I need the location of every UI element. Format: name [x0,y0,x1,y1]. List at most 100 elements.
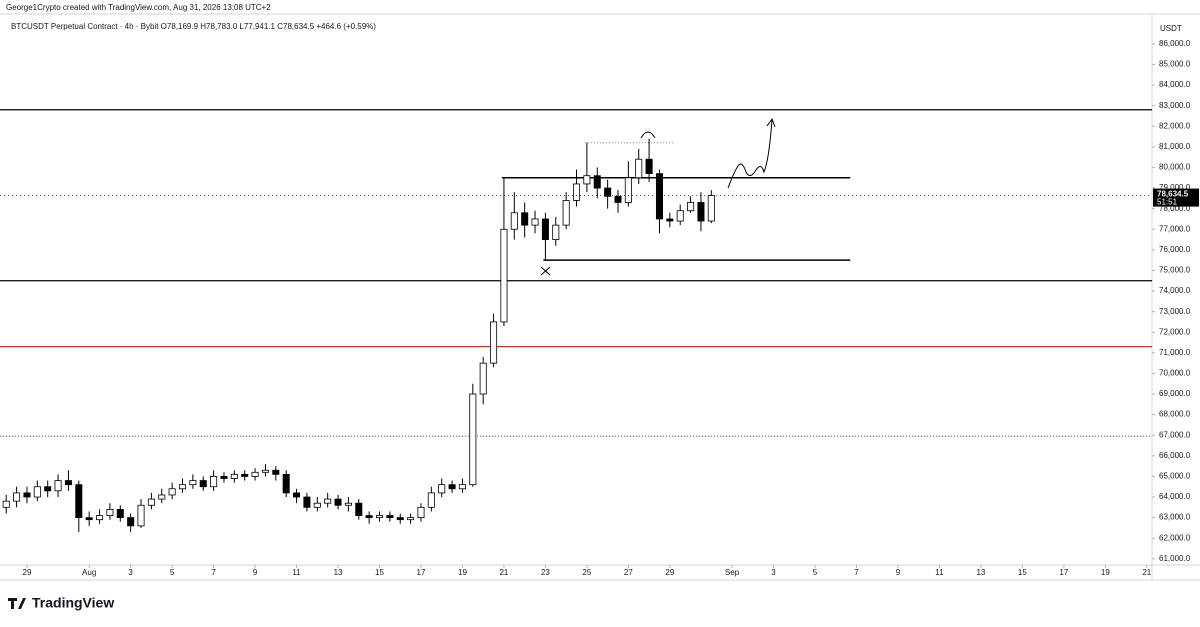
x-tick-label: 3 [128,568,133,577]
candle-body [127,517,135,527]
candle-body [645,158,653,175]
candle-body [573,183,581,201]
candle-body [448,484,456,490]
y-tick-label: 75,000.0 [1159,266,1191,275]
x-tick-label: 7 [854,568,859,577]
candle-body [210,476,218,488]
candle-body [635,158,643,179]
y-tick-label: 74,000.0 [1159,286,1191,295]
header: George1Crypto created with TradingView.c… [6,3,271,12]
candle-body [303,496,311,508]
x-mark [540,266,551,276]
candle-body [407,517,415,521]
candle-body [479,362,487,395]
candle-body [510,212,518,230]
candle-body [375,515,384,519]
x-tick-label: Aug [82,568,96,577]
logo [8,598,26,609]
candle-body [583,175,591,185]
candle-body [552,224,560,240]
y-tick-label: 69,000.0 [1159,389,1191,398]
candle-body [23,492,31,498]
x-tick-label: 3 [771,568,776,577]
x-tick-label: 25 [582,568,591,577]
x-tick-label: 29 [665,568,674,577]
candle-body [334,498,342,506]
candle-body [500,228,508,323]
y-tick-label: 82,000.0 [1159,121,1191,130]
candle-body [593,175,601,189]
candle-body [386,515,394,519]
candle-body [614,195,622,203]
candle-body [147,498,155,506]
candle-body [54,480,62,492]
y-tick-label: 78,000.0 [1159,204,1191,213]
candle-body [469,393,477,486]
y-tick-label: 62,000.0 [1159,533,1191,542]
candle-body [490,321,498,364]
y-tick-label: 66,000.0 [1159,451,1191,460]
y-tick-label: 61,000.0 [1159,554,1191,563]
candle-body [116,508,124,519]
candle-body [666,218,674,222]
y-tick-label: 83,000.0 [1159,101,1191,110]
candle-body [75,484,83,519]
x-tick-label: Sep [725,568,740,577]
price-marker-box [1153,188,1199,207]
x-tick-label: 19 [458,568,467,577]
candle-body [676,210,684,222]
candle-body [137,504,145,527]
candle-body [158,494,166,500]
y-tick-label: 85,000.0 [1159,60,1191,69]
candle-body [178,484,187,490]
candle-body [707,195,715,222]
projection-path [727,119,773,189]
x-tick-label: 11 [292,568,301,577]
y-tick-label: 73,000.0 [1159,307,1191,316]
brand-name: TradingView [32,595,114,611]
candle-body [85,517,93,521]
candle-body [324,498,332,504]
legend: BTCUSDT Perpetual Contract · 4h · Bybit … [11,22,376,31]
candle-body [604,187,612,197]
candle-body [282,473,290,494]
y-tick-label: 80,000.0 [1159,163,1191,172]
candle-body [687,202,695,212]
candle-body [220,476,228,479]
candle-body [261,469,269,473]
candle-body [458,484,466,490]
y-tick-label: 72,000.0 [1159,327,1191,336]
brand: TradingView [8,595,114,611]
candle-body [241,473,249,477]
candle-body [293,492,301,498]
x-tick-label: 7 [211,568,216,577]
candle-body [64,480,72,486]
x-tick-label: 13 [976,568,985,577]
candle-body [624,177,632,203]
y-tick-label: 81,000.0 [1159,142,1191,151]
candle-body [230,473,238,479]
candle-body [438,484,446,494]
x-tick-label: 9 [253,568,258,577]
candle-body [427,492,435,508]
x-tick-label: 9 [896,568,901,577]
y-tick-label: 71,000.0 [1159,348,1191,357]
candle-body [655,173,663,220]
y-axis-label: USDT [1160,24,1182,33]
x-tick-label: 15 [1018,568,1027,577]
y-tick-label: 64,000.0 [1159,492,1191,501]
candle-body [697,202,705,222]
candle-body [251,471,259,477]
y-tick-label: 86,000.0 [1159,39,1191,48]
candle-body [168,488,176,496]
x-tick-label: 13 [334,568,343,577]
x-tick-label: 27 [624,568,633,577]
x-tick-label: 19 [1101,568,1110,577]
x-tick-label: 17 [417,568,426,577]
candle-body [396,517,404,521]
candle-body [562,200,570,226]
candle-body [13,492,21,502]
